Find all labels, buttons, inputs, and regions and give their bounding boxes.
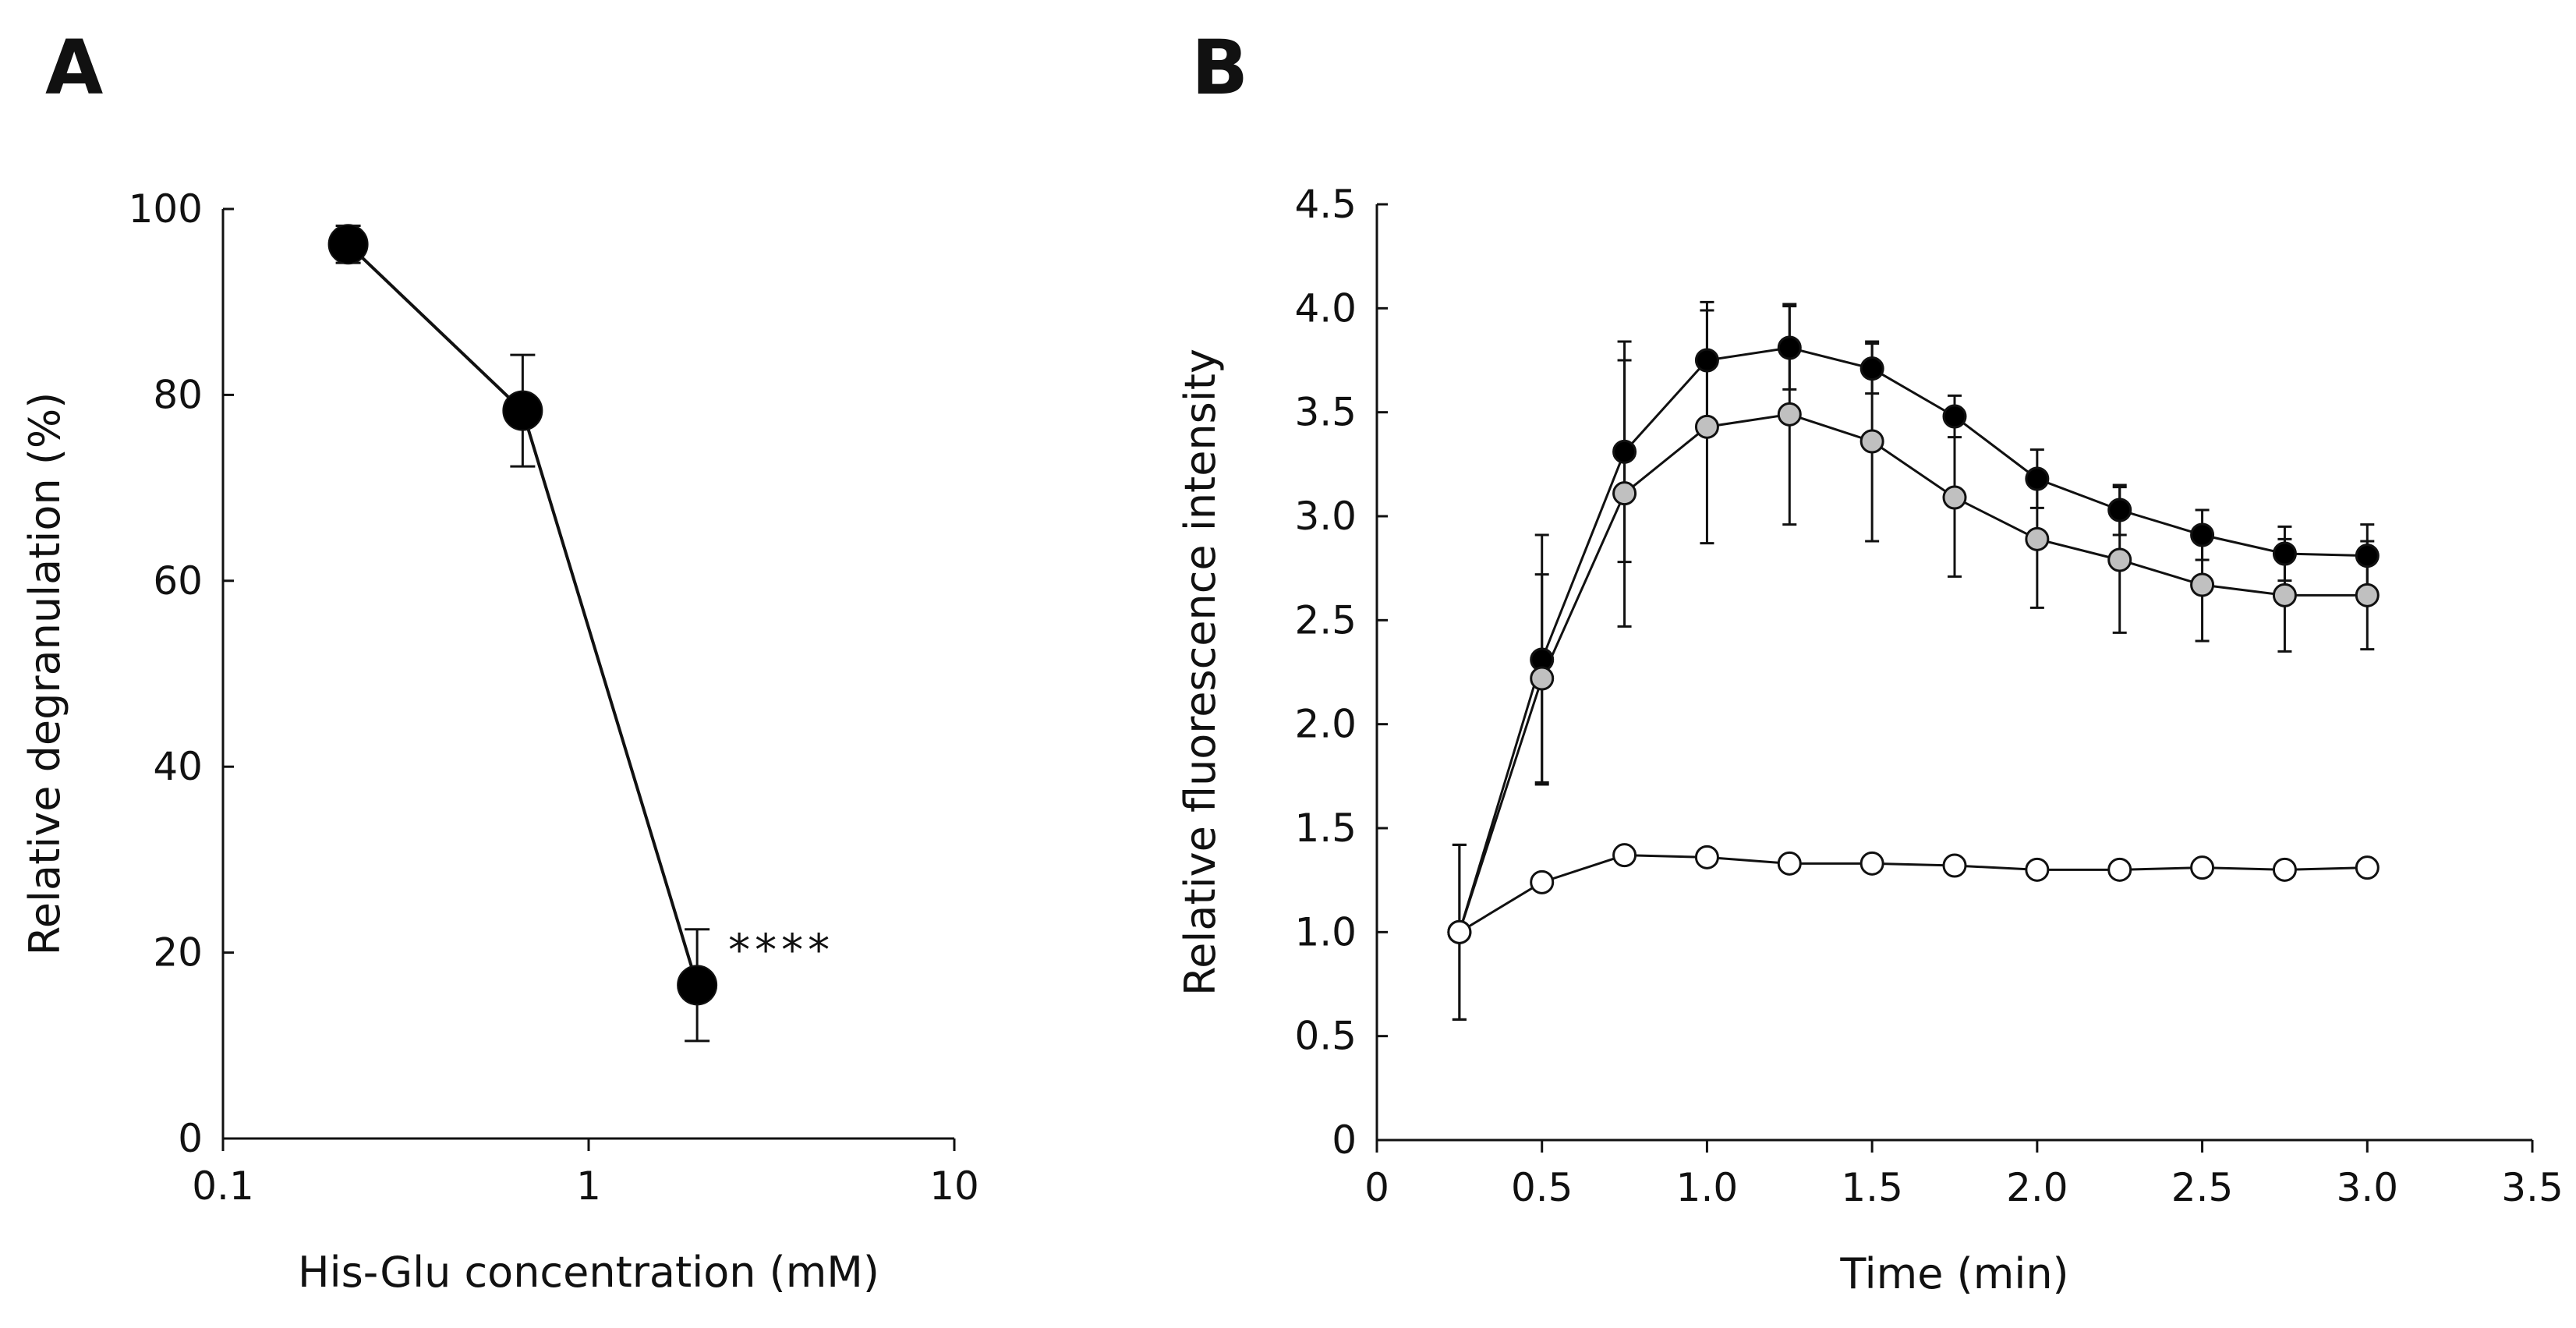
series-line-gray [1458,413,2368,933]
y-tick-label: 3.0 [1294,494,1357,539]
x-tick-label: 3.0 [2337,1165,2399,1210]
y-tick-label: 40 [153,744,203,789]
data-point-gray [2025,526,2050,551]
data-point-gray [1942,485,1967,510]
x-tick-label: 3.5 [2501,1165,2564,1210]
data-point-white [2190,855,2215,880]
data-point-black [2355,544,2380,568]
data-point-black [2190,522,2215,547]
y-tick-label: 2.5 [1294,597,1357,643]
data-point-white [1859,851,1884,876]
y-axis-title: Relative degranulation (%) [20,392,69,956]
y-tick-label: 80 [153,372,203,417]
data-point-gray [2107,547,2132,572]
y-axis-title: Relative fluorescence intensity [1176,349,1225,996]
data-point-black [1859,356,1884,381]
x-tick-label: 0.5 [1511,1165,1573,1210]
data-point [502,390,543,431]
data-point-gray [1612,481,1637,506]
x-tick-label: 2.5 [2171,1165,2234,1210]
data-point-white [1530,869,1555,894]
data-point-black [1612,439,1637,464]
y-tick-label: 20 [153,930,203,976]
data-point-white [1694,845,1719,869]
x-tick-label: 10 [929,1163,979,1209]
data-point-white [2025,857,2050,882]
y-tick-label: 0 [178,1116,203,1161]
data-point [677,965,718,1006]
data-point-white [1447,919,1472,944]
significance-annotation: **** [728,926,834,976]
panel-b-chart: 0 0.5 1.0 1.5 2.0 2.5 3.0 3.5 4.0 4.5 0 0.5 1.0 1.5 2.… [1176,182,2564,1298]
x-axis-title: His-Glu concentration (mM) [298,1248,879,1297]
series-line-white [1459,854,2368,933]
y-tick-label: 60 [153,558,203,604]
data-point-gray [1859,429,1884,454]
data-point-white [1777,851,1802,876]
data-point-black [1777,335,1802,360]
data-point-black [2272,541,2297,566]
data-point-gray [1694,414,1719,439]
y-tick-label: 2.0 [1294,702,1357,747]
y-tick-label: 4.0 [1294,285,1357,331]
data-point-white [1942,853,1967,878]
x-tick-label: 2.0 [2006,1165,2068,1210]
data-point-white [1612,843,1637,868]
y-tick-label: 1.5 [1294,806,1357,851]
x-tick-label: 1.5 [1841,1165,1903,1210]
data-point-white [2355,855,2380,880]
x-tick-label: 1.0 [1676,1165,1739,1210]
data-point-white [2107,857,2132,882]
data-point-white [2272,857,2297,882]
data-point-gray [2190,572,2215,597]
data-point [327,224,369,265]
y-tick-label: 1.0 [1294,909,1357,954]
series-line-black [1458,346,2368,933]
panel-label-b: B [1191,24,1248,112]
x-tick-label: 0 [1364,1165,1389,1210]
x-tick-label: 1 [576,1163,601,1209]
data-point-black [1694,348,1719,373]
y-tick-label: 0 [1332,1117,1357,1163]
data-point-black [2025,466,2050,491]
data-point-black [1942,404,1967,429]
x-axis-title: Time (min) [1839,1249,2068,1298]
y-tick-label: 0.5 [1294,1014,1357,1059]
y-tick-label: 3.5 [1294,390,1357,435]
data-point-gray [2355,583,2380,607]
data-point-gray [1777,402,1802,427]
x-tick-label: 0.1 [192,1163,254,1209]
data-point-gray [2272,583,2297,607]
data-point-black [2107,498,2132,522]
data-point-gray [1530,666,1555,691]
panel-a-chart: 0 20 40 60 80 100 0.1 1 10 His-Glu concentration … [20,186,979,1297]
y-tick-label: 4.5 [1294,182,1357,227]
y-tick-label: 100 [129,186,203,232]
panel-label-a: A [45,24,103,112]
